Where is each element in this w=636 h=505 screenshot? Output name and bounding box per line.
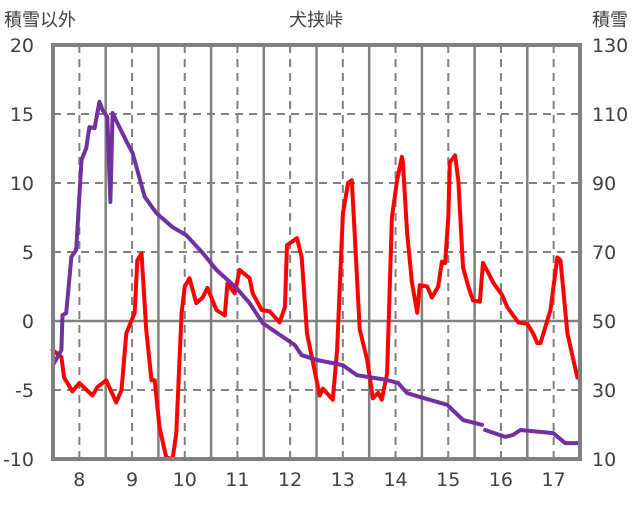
x-tick-label: 12 xyxy=(278,469,302,491)
tick-labels: 20 130 15 110 10 90 5 70 0 50 -5 30 -10 10 8 9 10 11 12 13 1… xyxy=(3,35,628,491)
x-tick-label: 9 xyxy=(126,469,138,491)
right-tick-label: 10 xyxy=(592,449,616,471)
left-tick-label: -10 xyxy=(3,449,34,471)
x-tick-label: 13 xyxy=(331,469,355,491)
left-tick-label: 15 xyxy=(10,104,34,126)
x-tick-label: 17 xyxy=(542,469,566,491)
right-tick-label: 90 xyxy=(592,173,616,195)
left-tick-label: 20 xyxy=(10,35,34,57)
left-tick-label: -5 xyxy=(15,380,34,402)
series-line-snow-depth xyxy=(52,99,580,446)
right-tick-label: 70 xyxy=(592,242,616,264)
x-tick-label: 8 xyxy=(73,469,85,491)
series-layer xyxy=(50,99,580,461)
left-tick-label: 10 xyxy=(10,173,34,195)
x-tick-label: 11 xyxy=(225,469,249,491)
left-axis-title: 積雪以外 xyxy=(4,10,76,31)
left-tick-label: 0 xyxy=(22,311,34,333)
right-tick-label: 50 xyxy=(592,311,616,333)
right-tick-label: 110 xyxy=(592,104,628,126)
plot-frame xyxy=(51,43,582,461)
series-line-other xyxy=(50,153,580,461)
x-tick-label: 10 xyxy=(173,469,197,491)
x-tick-label: 14 xyxy=(383,469,407,491)
right-axis-title: 積雪 xyxy=(592,10,628,31)
grid xyxy=(53,45,580,459)
chart-title: 犬挟峠 xyxy=(289,10,343,31)
right-tick-label: 30 xyxy=(592,380,616,402)
x-tick-label: 15 xyxy=(436,469,460,491)
right-tick-label: 130 xyxy=(592,35,628,57)
x-tick-label: 16 xyxy=(489,469,513,491)
left-tick-label: 5 xyxy=(22,242,34,264)
